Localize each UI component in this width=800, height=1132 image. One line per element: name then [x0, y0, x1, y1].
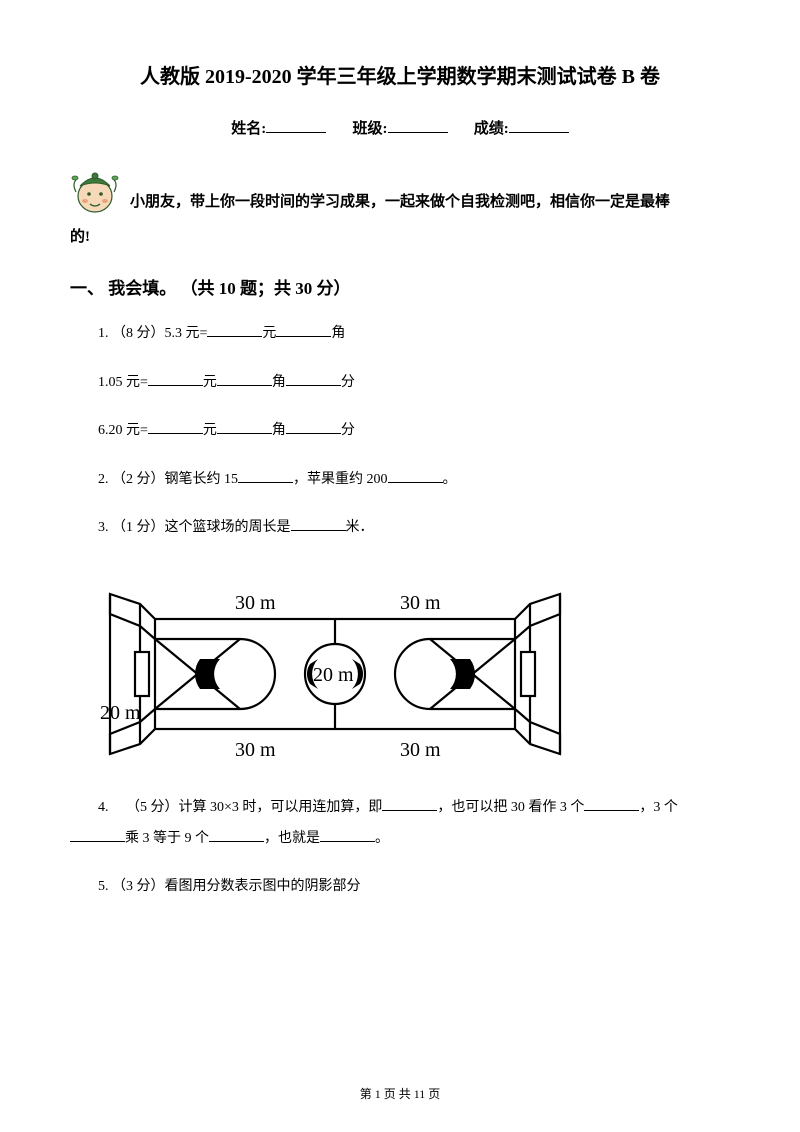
label-bottom-left: 30 m	[235, 739, 276, 761]
score-blank[interactable]	[509, 118, 569, 133]
question-4: 4. （5 分）计算 30×3 时，可以用连加算，即 ，也可以把 30 看作 3 …	[70, 795, 730, 822]
q4-blank2[interactable]	[584, 797, 639, 811]
q1-blank2[interactable]	[276, 323, 331, 337]
intro-row: 小朋友，带上你一段时间的学习成果，一起来做个自我检测吧，相信你一定是最棒	[70, 164, 730, 219]
q4-blank4[interactable]	[209, 828, 264, 842]
q4-b: ，也可以把 30 看作 3 个	[437, 800, 584, 815]
q1-blank1[interactable]	[207, 323, 262, 337]
q3-blank[interactable]	[291, 517, 346, 531]
q1-line3-prefix: 6.20 元=	[98, 423, 148, 438]
q1-yuan1: 元	[262, 326, 276, 341]
q5-text: 5. （3 分）看图用分数表示图中的阴影部分	[98, 879, 361, 894]
label-left: 20 m	[100, 702, 141, 724]
label-top-left: 30 m	[235, 592, 276, 614]
name-blank[interactable]	[266, 118, 326, 133]
q1-blank6[interactable]	[148, 420, 203, 434]
name-label: 姓名:	[231, 121, 266, 137]
q3-a: 3. （1 分）这个篮球场的周长是	[98, 520, 291, 535]
mascot-icon	[70, 164, 120, 219]
page-footer: 第 1 页 共 11 页	[0, 1085, 800, 1102]
question-5: 5. （3 分）看图用分数表示图中的阴影部分	[70, 874, 730, 901]
question-1-line3: 6.20 元= 元 角 分	[70, 418, 730, 445]
q2-blank2[interactable]	[388, 469, 443, 483]
q2-a: 2. （2 分）钢笔长约 15	[98, 472, 238, 487]
question-2: 2. （2 分）钢笔长约 15 ，苹果重约 200 。	[70, 467, 730, 494]
q1-jiao1: 角	[331, 326, 345, 341]
q4-blank5[interactable]	[320, 828, 375, 842]
q1-prefix: 1. （8 分）5.3 元=	[98, 326, 207, 341]
q1-jiao2: 角	[272, 375, 286, 390]
q4-a: 4. （5 分）计算 30×3 时，可以用连加算，即	[98, 800, 382, 815]
question-4-cont: 乘 3 等于 9 个 ，也就是 。	[70, 826, 730, 853]
q1-blank5[interactable]	[286, 372, 341, 386]
student-info-line: 姓名: 班级: 成绩:	[70, 117, 730, 138]
score-label: 成绩:	[474, 121, 509, 137]
class-label: 班级:	[353, 121, 388, 137]
q4-f: 。	[375, 831, 389, 846]
q1-blank8[interactable]	[286, 420, 341, 434]
q1-blank7[interactable]	[217, 420, 272, 434]
question-3: 3. （1 分）这个篮球场的周长是 米．	[70, 515, 730, 542]
section-1-heading: 一、 我会填。 （共 10 题；共 30 分）	[70, 274, 730, 299]
intro-line2: 的!	[70, 225, 730, 246]
q1-yuan2: 元	[203, 375, 217, 390]
q4-d: 乘 3 等于 9 个	[125, 831, 209, 846]
q4-c: ，3 个	[639, 800, 678, 815]
label-top-right: 30 m	[400, 592, 441, 614]
question-1-line2: 1.05 元= 元 角 分	[70, 370, 730, 397]
q1-fen2: 分	[341, 423, 355, 438]
q2-c: 。	[443, 472, 457, 487]
q1-blank4[interactable]	[217, 372, 272, 386]
q1-jiao3: 角	[272, 423, 286, 438]
q4-blank3[interactable]	[70, 828, 125, 842]
court-svg: 30 m 30 m 20 m 20 m 30 m 30 m	[100, 564, 570, 764]
label-center: 20 m	[313, 664, 354, 686]
q1-yuan3: 元	[203, 423, 217, 438]
q3-b: 米．	[346, 520, 374, 535]
class-blank[interactable]	[388, 118, 448, 133]
q4-e: ，也就是	[264, 831, 320, 846]
label-bottom-right: 30 m	[400, 739, 441, 761]
question-1-line1: 1. （8 分）5.3 元= 元 角	[70, 321, 730, 348]
page: 人教版 2019-2020 学年三年级上学期数学期末测试试卷 B 卷 姓名: 班…	[0, 0, 800, 1132]
intro-line1: 小朋友，带上你一段时间的学习成果，一起来做个自我检测吧，相信你一定是最棒	[130, 186, 730, 219]
q1-line2-prefix: 1.05 元=	[98, 375, 148, 390]
q4-blank1[interactable]	[382, 797, 437, 811]
q1-blank3[interactable]	[148, 372, 203, 386]
exam-title: 人教版 2019-2020 学年三年级上学期数学期末测试试卷 B 卷	[70, 60, 730, 89]
basketball-court-diagram: 30 m 30 m 20 m 20 m 30 m 30 m	[100, 564, 730, 769]
q1-fen1: 分	[341, 375, 355, 390]
q2-b: ，苹果重约 200	[293, 472, 388, 487]
q2-blank1[interactable]	[238, 469, 293, 483]
